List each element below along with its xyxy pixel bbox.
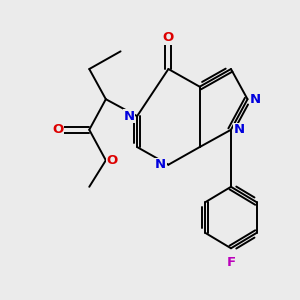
Text: O: O bbox=[52, 123, 64, 136]
Text: O: O bbox=[163, 31, 174, 44]
Text: N: N bbox=[250, 93, 261, 106]
Text: N: N bbox=[155, 158, 166, 171]
Text: O: O bbox=[107, 154, 118, 167]
Text: F: F bbox=[226, 256, 236, 269]
Text: N: N bbox=[233, 123, 244, 136]
Text: N: N bbox=[124, 110, 135, 123]
